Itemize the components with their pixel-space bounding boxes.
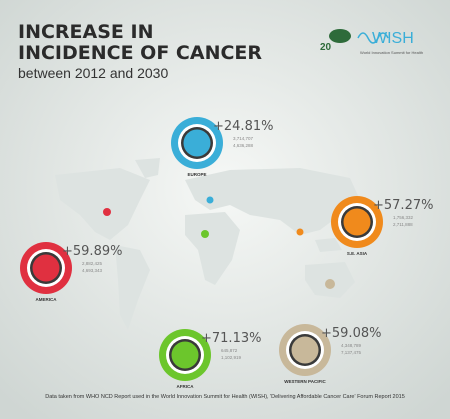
region-change: +59.89% — [62, 244, 122, 259]
region-name: AMERICA — [36, 297, 58, 302]
region-change: +59.08% — [321, 326, 381, 341]
footer: Data taken from WHO NCD Report used in t… — [45, 394, 405, 400]
ring-core — [291, 336, 319, 364]
map-dot — [206, 196, 214, 204]
title-line: INCREASE IN — [18, 21, 153, 43]
region-2030: 7,137,475 — [341, 350, 362, 355]
region-2030: 2,711,888 — [393, 222, 413, 227]
region-name: AFRICA — [177, 384, 195, 389]
logos: 20 WISH World Innovation Summit for Heal… — [320, 29, 423, 55]
map-dot — [201, 230, 209, 238]
subtitle: between 2012 and 2030 — [18, 65, 168, 81]
region-2030: 4,693,343 — [82, 268, 103, 273]
region-name: WESTERN PACIFIC — [284, 379, 326, 384]
ring-core — [343, 208, 371, 236]
logo-caption: World Innovation Summit for Health — [360, 50, 423, 55]
region-change: +57.27% — [373, 198, 433, 213]
region-2012: 2,882,425 — [82, 261, 103, 266]
region-2012: 4,348,789 — [341, 343, 362, 348]
title-line: INCIDENCE OF CANCER — [18, 42, 262, 64]
region-change: +71.13% — [201, 331, 261, 346]
logo-number: 20 — [320, 42, 332, 53]
tree-icon — [329, 29, 351, 43]
logo-wish: WISH — [372, 30, 414, 47]
world-map — [55, 158, 360, 330]
map-dot — [296, 228, 304, 236]
region-name: S.E. ASIA — [347, 251, 368, 256]
ring-core — [32, 254, 60, 282]
region-2012: 1,756,332 — [393, 215, 414, 220]
ring-core — [171, 341, 199, 369]
region-2030: 4,636,288 — [233, 143, 254, 148]
ring-core — [183, 129, 211, 157]
region-name: EUROPE — [187, 172, 206, 177]
map-dot — [325, 279, 335, 289]
map-dot — [103, 208, 111, 216]
region-2030: 1,102,919 — [221, 355, 242, 360]
region-change: +24.81% — [213, 119, 273, 134]
region-2012: 3,714,707 — [233, 136, 254, 141]
region-2012: 645,872 — [221, 348, 238, 353]
